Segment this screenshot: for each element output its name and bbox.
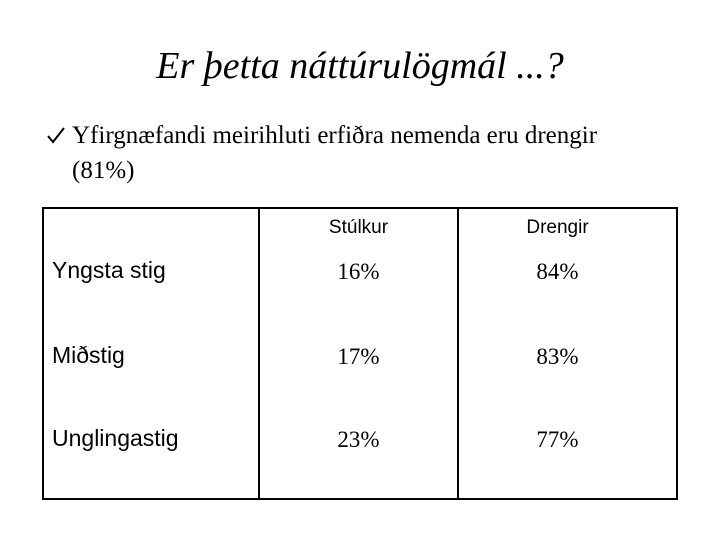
cell-value: 16% [337,259,380,284]
cell-value: 84% [536,259,579,284]
column-divider [457,209,459,498]
cell-value: 17% [337,344,380,369]
column-header: Drengir [526,217,589,238]
table: Stúlkur Drengir Yngsta stig 16% 84% Miðstig 17… [42,207,678,500]
cell-value: 77% [536,427,579,452]
column-header: Stúlkur [328,217,389,238]
slide-title: Er þetta náttúrulögmál ...? [156,45,564,87]
check-bullet [47,127,65,144]
bullet-text: Yfirgnæfandi meirihluti erfiðra nemenda … [72,122,598,184]
column-divider [258,209,260,498]
row-label: Yngsta stig [52,257,166,283]
row-label: Miðstig [52,342,125,368]
cell-value: 83% [536,344,579,369]
cell-value: 23% [337,427,380,452]
row-label: Unglingastig [52,425,179,451]
